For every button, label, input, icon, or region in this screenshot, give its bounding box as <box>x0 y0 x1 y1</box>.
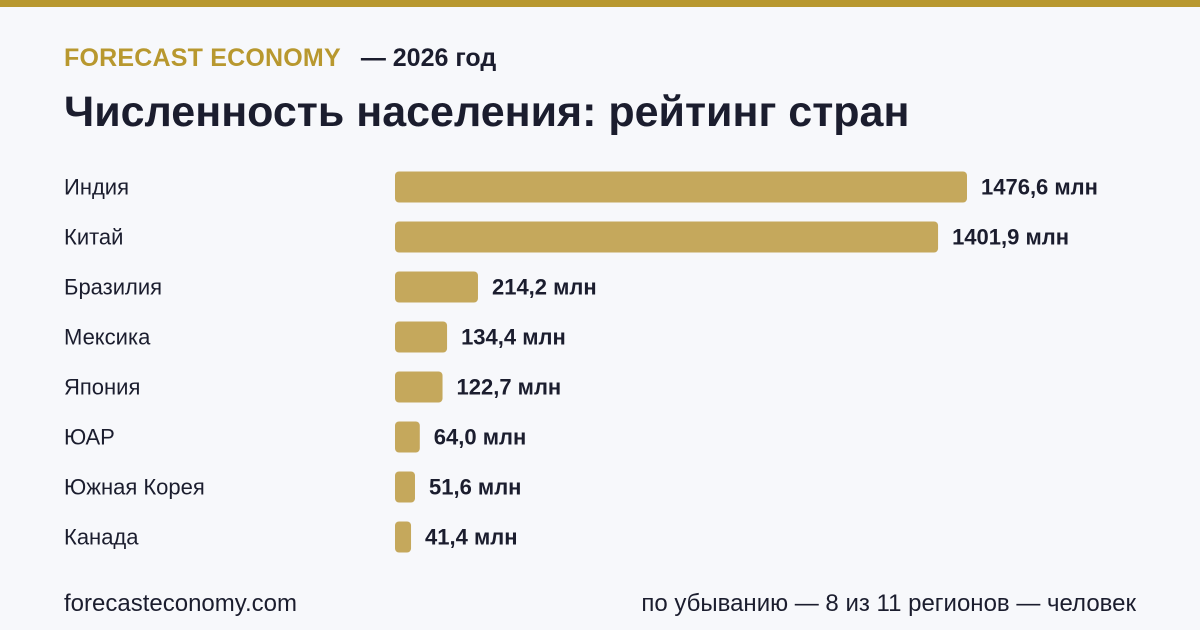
category-label: Индия <box>64 175 129 200</box>
bar <box>395 371 443 403</box>
category-label: ЮАР <box>64 425 115 450</box>
category-label: Япония <box>64 375 140 400</box>
value-label: 214,2 млн <box>492 275 597 300</box>
value-label: 122,7 млн <box>457 375 562 400</box>
category-label: Канада <box>64 525 139 550</box>
category-label: Бразилия <box>64 275 162 300</box>
chart-title: Численность населения: рейтинг стран <box>64 88 910 136</box>
value-label: 1401,9 млн <box>952 225 1069 250</box>
bar <box>395 221 939 253</box>
header: FORECAST ECONOMY — 2026 год <box>64 44 496 73</box>
footer-source: forecasteconomy.com <box>64 590 297 617</box>
population-bar-chart: Индия 1476,6 млн Китай 1401,9 млн Бразилия 21… <box>64 171 1098 553</box>
bar <box>395 271 478 303</box>
bar <box>395 521 412 553</box>
category-label: Мексика <box>64 325 151 350</box>
bar <box>395 471 415 503</box>
value-label: 134,4 млн <box>461 325 566 350</box>
year-label: — 2026 год <box>360 44 497 72</box>
bar <box>395 171 967 203</box>
value-label: 41,4 млн <box>425 525 517 550</box>
footer-note: по убыванию — 8 из 11 регионов — человек <box>641 590 1136 617</box>
top-accent-stripe <box>0 0 1200 7</box>
value-label: 51,6 млн <box>429 475 521 500</box>
bar <box>395 421 420 453</box>
brand-name: FORECAST ECONOMY <box>64 44 341 72</box>
value-label: 64,0 млн <box>434 425 526 450</box>
value-label: 1476,6 млн <box>981 175 1098 200</box>
category-label: Китай <box>64 225 123 250</box>
category-label: Южная Корея <box>64 475 205 500</box>
bar <box>395 321 448 353</box>
